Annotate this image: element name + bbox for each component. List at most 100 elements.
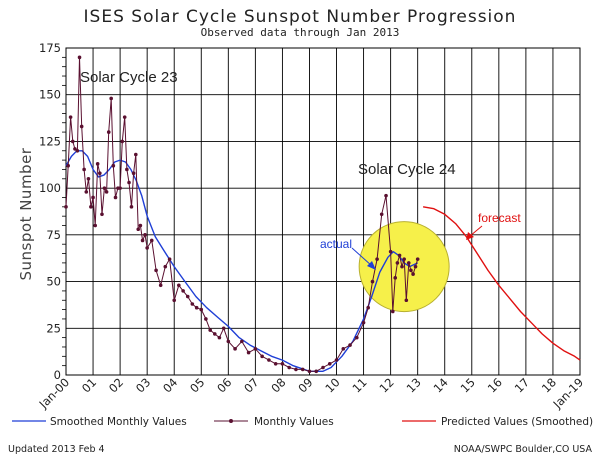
series-predicted-line [422,206,581,361]
footer-credit: NOAA/SWPC Boulder,CO USA [454,444,593,455]
monthly-point [129,205,134,209]
monthly-point [172,298,177,303]
monthly-point [314,369,319,374]
monthly-point [113,195,118,200]
monthly-point [273,361,278,366]
monthly-point [84,190,89,194]
monthly-point [413,264,418,269]
annotation-arrows [351,225,483,270]
monthly-point [267,358,271,362]
forecast-arrow-line [469,225,483,237]
monthly-point [411,272,415,276]
monthly-point [118,186,122,190]
monthly-point [109,96,113,101]
annotation-actual: actual [320,237,352,251]
monthly-point [348,343,352,347]
legend-monthly-label: Monthly Values [254,416,334,428]
y-tick-label: 175 [39,41,61,55]
x-tick-label: 14 [431,375,451,395]
monthly-point [246,350,251,355]
legend-monthly-marker [229,419,233,423]
y-tick-label: 75 [46,228,61,242]
x-tick-label: 12 [377,375,397,395]
x-tick-label: 17 [512,375,532,395]
monthly-point [393,276,398,280]
monthly-point [75,148,80,153]
monthly-point [104,190,109,194]
monthly-point [120,139,125,144]
monthly-point [89,205,93,209]
monthly-point [233,347,237,351]
monthly-point [64,205,68,209]
x-tick-label: 18 [539,375,559,395]
monthly-point [404,298,409,303]
y-axis-label: Sunspot Number [17,147,35,280]
monthly-point [194,305,199,310]
monthly-point [133,152,138,157]
monthly-point [125,167,129,172]
monthly-point [181,289,185,293]
monthly-point [143,233,147,237]
chart-subtitle: Observed data through Jan 2013 [201,26,400,39]
monthly-point [388,249,393,254]
x-tick-label: 09 [295,375,315,395]
x-tick-label: 05 [187,375,207,395]
monthly-point [131,171,136,175]
plot-area [65,47,581,376]
monthly-point [149,238,154,243]
monthly-point [122,115,127,119]
monthly-point [217,335,222,340]
monthly-point [226,339,231,344]
monthly-point [177,283,181,288]
monthly-point [185,294,190,299]
y-tick-label: 100 [39,181,61,195]
x-tick-label: 15 [458,375,478,395]
monthly-point [355,335,359,340]
monthly-point [334,358,339,362]
series-layer [64,55,581,374]
monthly-point [70,139,75,144]
monthly-point [402,257,406,261]
forecast-arrow-head [466,232,474,240]
monthly-point [253,347,258,351]
monthly-point [406,261,411,265]
monthly-point [415,257,420,261]
monthly-point [370,279,375,284]
monthly-point [100,212,104,217]
monthly-point [300,367,305,372]
y-tick-label: 50 [46,275,61,289]
annotation-forecast: forecast [478,211,521,225]
y-tick-label: 25 [46,321,61,335]
monthly-point [204,317,208,321]
monthly-point [138,223,143,228]
monthly-point [221,326,226,331]
monthly-point [409,268,413,273]
monthly-point [167,257,172,261]
monthly-point [154,268,158,273]
monthly-point [68,115,73,119]
actual-arrow-head [367,261,376,270]
monthly-point [190,302,195,306]
x-tick-label: 02 [106,375,126,395]
monthly-point [397,253,402,258]
x-tick-label: Jan-19 [550,375,586,411]
annotation-cycle23: Solar Cycle 23 [80,69,178,86]
monthly-point [280,361,285,366]
x-tick-label: 01 [79,375,99,395]
actual-arrow-line [351,247,373,267]
monthly-point [66,163,70,168]
monthly-point [287,365,291,370]
monthly-point [294,367,298,372]
legend-predicted-label: Predicted Values (Smoothed) [441,416,593,428]
monthly-point [95,162,100,166]
monthly-point [379,212,384,217]
monthly-point [375,257,379,261]
monthly-point [73,147,77,151]
monthly-point [79,124,84,129]
annotation-cycle24: Solar Cycle 24 [358,161,456,178]
x-tick-label: 13 [404,375,424,395]
monthly-point [260,354,264,359]
x-tick-label: 06 [214,375,234,395]
monthly-point [106,130,111,134]
